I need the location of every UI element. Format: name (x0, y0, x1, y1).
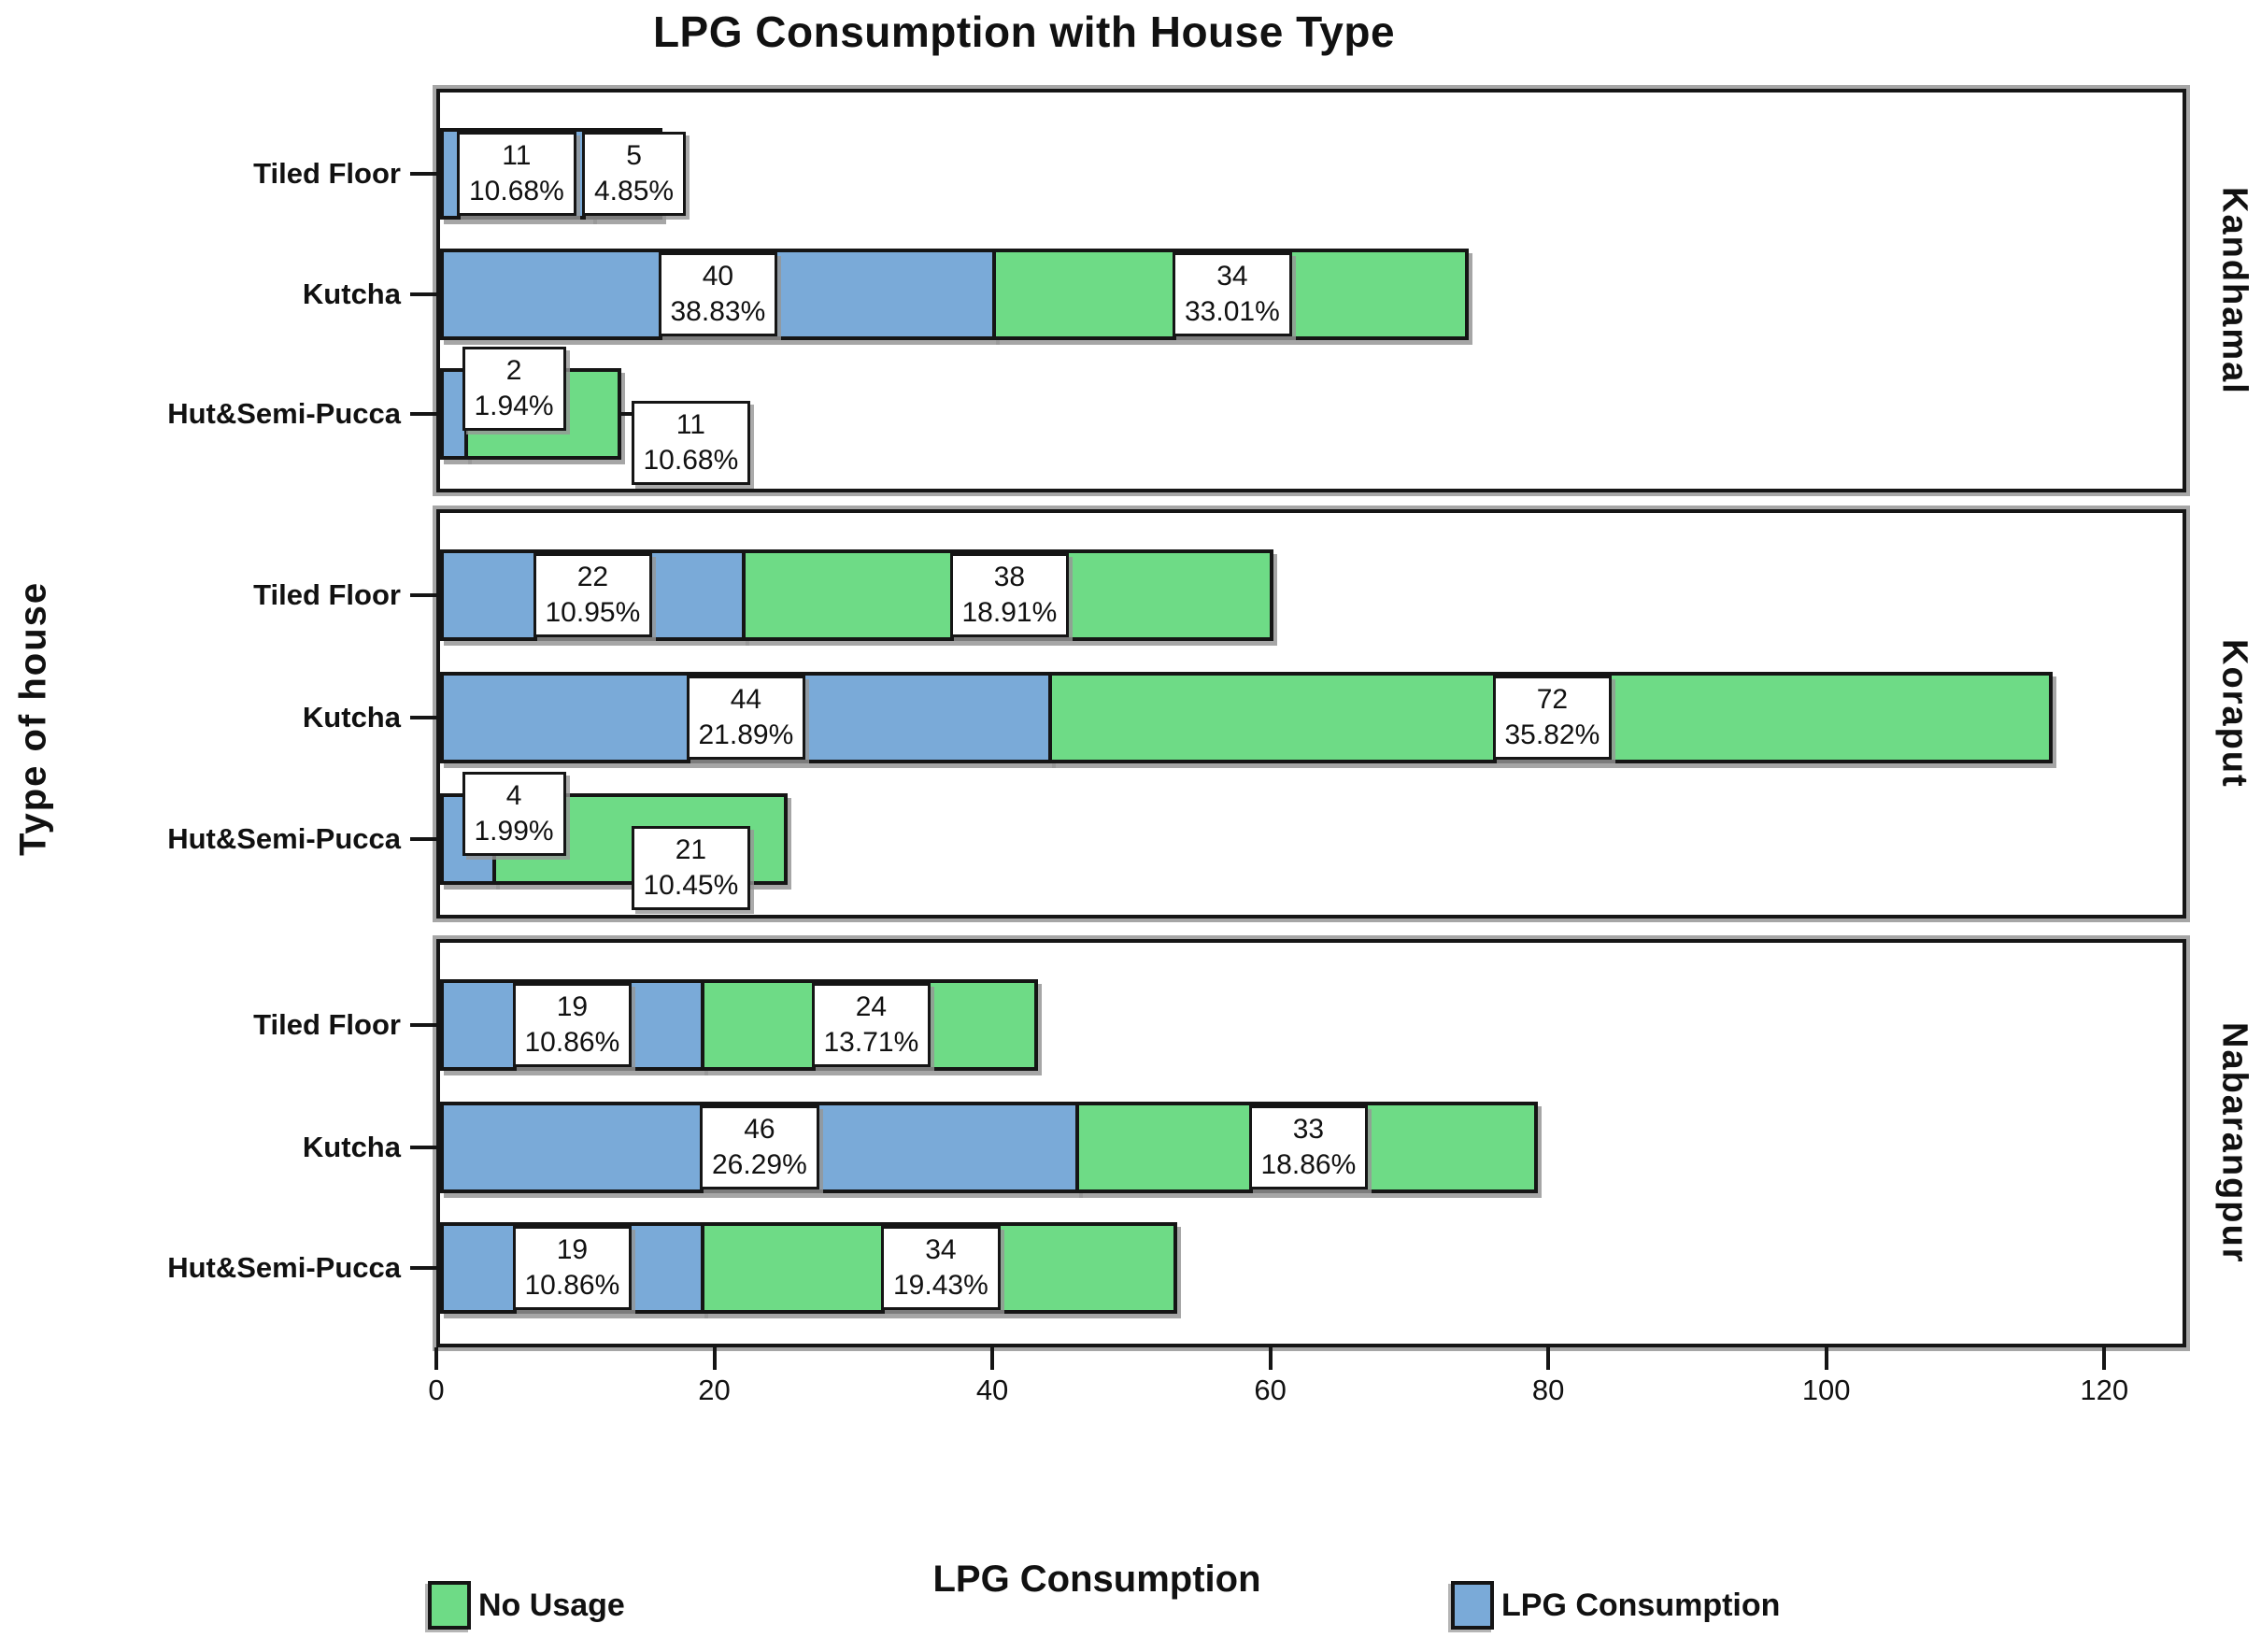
legend-item-lpg: LPG Consumption (1451, 1581, 1780, 1630)
category-tick (410, 1266, 436, 1270)
category-tick (410, 716, 436, 719)
category-tick (410, 412, 436, 416)
bar-label-box-lpg: 11 10.68% (457, 132, 576, 216)
category-tick (410, 1146, 436, 1149)
category-tick (410, 292, 436, 296)
panel-label: Nabarangpur (2214, 1022, 2254, 1264)
category-label: Kutcha (302, 701, 401, 733)
bar-label-box-no-usage: 34 33.01% (1173, 252, 1292, 336)
legend-label-lpg: LPG Consumption (1501, 1588, 1781, 1623)
category-tick (410, 172, 436, 176)
bar-label-box-lpg: 46 26.29% (700, 1105, 819, 1189)
x-axis-tick-label: 120 (2080, 1374, 2129, 1406)
category-label: Tiled Floor (253, 1008, 401, 1041)
bar-label-box-no-usage: 5 4.85% (582, 132, 687, 216)
legend-item-no-usage: No Usage (428, 1581, 625, 1630)
category-label: Hut&Semi-Pucca (167, 397, 401, 430)
panel-kandhamal: 11 10.68% 5 4.85% 40 38.83% 34 33.01% 2 1.94% 11 10… (436, 89, 2186, 492)
bar-label-box-lpg: 44 21.89% (686, 676, 806, 760)
lpg-consumption-swatch-icon (1451, 1581, 1494, 1630)
bar-label-box-lpg: 22 10.95% (533, 553, 653, 637)
category-label: Tiled Floor (253, 157, 401, 190)
x-axis-tick-label: 60 (1254, 1374, 1287, 1406)
x-axis-tick (434, 1347, 438, 1370)
no-usage-swatch-icon (428, 1581, 471, 1630)
bar-label-box-no-usage: 34 19.43% (881, 1226, 1001, 1310)
bar-label-box-no-usage: 72 35.82% (1492, 676, 1613, 760)
x-axis-tick-label: 80 (1531, 1374, 1565, 1406)
bar-label-box-no-usage: 38 18.91% (949, 553, 1070, 637)
bar-label-box-lpg: 4 1.99% (462, 772, 566, 856)
bar-label-box-lpg: 2 1.94% (462, 347, 566, 431)
panel-label: Kandhamal (2214, 186, 2254, 395)
bar-label-box-no-usage: 24 13.71% (811, 983, 931, 1067)
legend-label-no-usage: No Usage (478, 1588, 625, 1623)
leader-line (618, 412, 633, 416)
x-axis-tick-label: 40 (975, 1374, 1009, 1406)
category-label: Hut&Semi-Pucca (167, 822, 401, 855)
panel-label: Koraput (2214, 639, 2254, 789)
category-tick (410, 1023, 436, 1027)
x-axis-tick-label: 0 (428, 1374, 445, 1406)
x-axis-title: LPG Consumption (932, 1559, 1261, 1600)
bar-label-box-lpg: 40 38.83% (658, 252, 778, 336)
category-label: Kutcha (302, 1131, 401, 1163)
x-axis-tick-label: 100 (1801, 1374, 1851, 1406)
x-axis-tick (2102, 1347, 2107, 1370)
category-tick (410, 837, 436, 841)
bar-label-box-no-usage: 11 10.68% (631, 401, 751, 485)
category-label: Hut&Semi-Pucca (167, 1251, 401, 1284)
panel-nabarangpur: 19 10.86% 24 13.71% 46 26.29% 33 18.86% 19 10.86%… (436, 939, 2186, 1347)
x-axis-tick (1546, 1347, 1551, 1370)
category-label: Kutcha (302, 278, 401, 310)
bar-label-box-lpg: 19 10.86% (512, 1226, 633, 1310)
x-axis-tick (712, 1347, 717, 1370)
chart-title: LPG Consumption with House Type (652, 7, 1396, 56)
category-tick (410, 593, 436, 597)
bar-label-box-no-usage: 33 18.86% (1248, 1105, 1369, 1189)
x-axis-tick (1824, 1347, 1828, 1370)
x-axis-tick (990, 1347, 995, 1370)
panel-koraput: 22 10.95% 38 18.91% 44 21.89% 72 35.82% 4 1.99% 21… (436, 509, 2186, 919)
bar-label-box-no-usage: 21 10.45% (631, 826, 751, 910)
bar-label-box-lpg: 19 10.86% (512, 983, 633, 1067)
x-axis-tick-label: 20 (698, 1374, 731, 1406)
category-label: Tiled Floor (253, 578, 401, 611)
x-axis-tick (1268, 1347, 1273, 1370)
